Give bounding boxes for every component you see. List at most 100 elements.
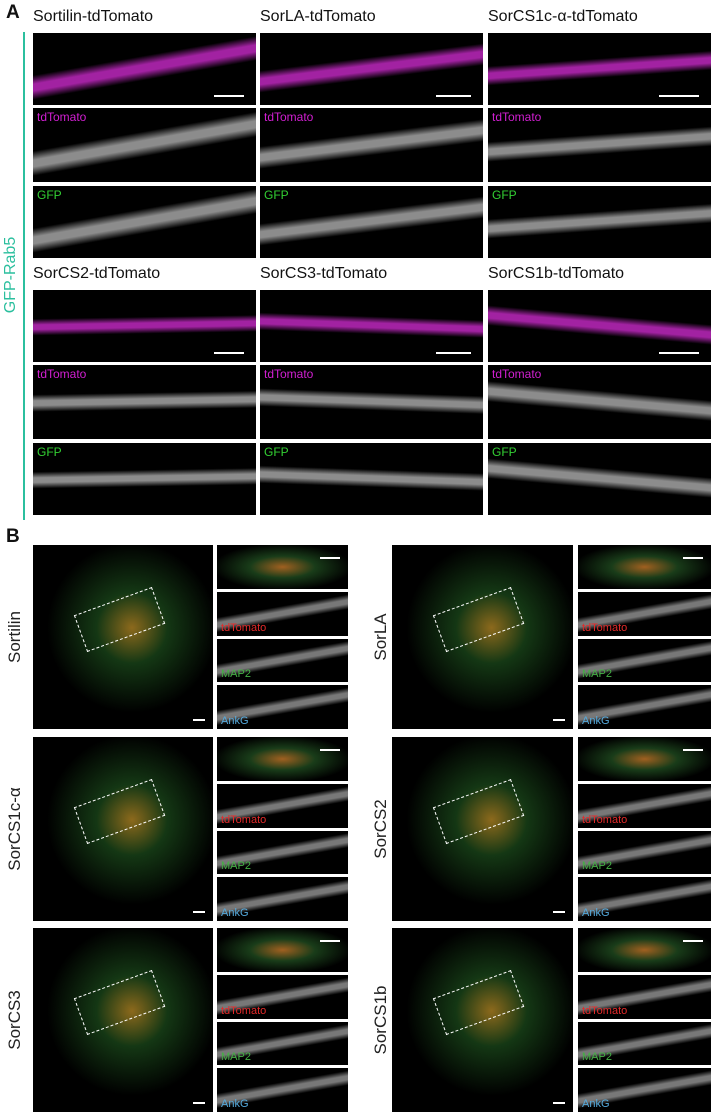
scale-bar <box>553 719 565 721</box>
channel-label: tdTomato <box>37 110 87 124</box>
scale-bar <box>683 557 703 559</box>
channel-label: GFP <box>37 188 62 202</box>
micrograph <box>578 737 711 781</box>
zoom-box <box>433 970 525 1036</box>
micrograph <box>217 545 348 589</box>
micrograph <box>392 928 573 1112</box>
micrograph: MAP2 <box>217 638 348 683</box>
scale-bar <box>214 95 244 97</box>
channel-label: AnkG <box>582 1098 610 1110</box>
micrograph: GFP <box>260 443 483 515</box>
channel-label: tdTomato <box>221 813 267 826</box>
micrograph: tdTomato <box>260 365 483 439</box>
channel-label: AnkG <box>582 907 610 919</box>
micrograph <box>392 545 573 729</box>
micrograph: tdTomato <box>217 591 348 636</box>
channel-label: MAP2 <box>221 1051 251 1064</box>
micrograph: tdTomato <box>578 783 711 828</box>
micrograph <box>392 737 573 921</box>
panel-title: SorLA-tdTomato <box>260 8 376 25</box>
panel-title: SorCS1c-α-tdTomato <box>488 8 638 25</box>
zoom-box <box>433 779 525 845</box>
scale-bar <box>193 1102 205 1104</box>
scale-bar <box>193 719 205 721</box>
channel-label: tdTomato <box>582 813 628 826</box>
micrograph <box>217 928 348 972</box>
micrograph: AnkG <box>578 685 711 729</box>
scale-bar <box>553 911 565 913</box>
micrograph: GFP <box>33 443 256 515</box>
zoom-box <box>73 970 166 1036</box>
micrograph <box>33 928 213 1112</box>
channel-label: AnkG <box>582 715 610 727</box>
panel-name: SorCS2 <box>371 799 390 859</box>
channel-label: AnkG <box>221 907 249 919</box>
channel-label: MAP2 <box>582 860 612 873</box>
channel-label: GFP <box>264 188 289 202</box>
micrograph <box>33 33 256 105</box>
scale-bar <box>436 95 471 97</box>
scale-bar <box>193 911 205 913</box>
micrograph <box>33 545 213 729</box>
panel-title: SorCS2-tdTomato <box>33 265 161 282</box>
scale-bar <box>320 940 340 942</box>
panel-name: SorLA <box>371 613 390 661</box>
channel-label: MAP2 <box>221 668 251 681</box>
panel-name: SorCS3 <box>5 990 24 1050</box>
channel-label: tdTomato <box>264 367 314 381</box>
panel-title: SorCS1b-tdTomato <box>488 265 625 282</box>
micrograph <box>488 33 711 105</box>
micrograph: MAP2 <box>578 638 711 683</box>
panel-name: SorCS1c-α <box>5 787 24 871</box>
micrograph: MAP2 <box>578 1021 711 1066</box>
channel-label: tdTomato <box>582 621 628 634</box>
scale-bar <box>320 557 340 559</box>
micrograph: GFP <box>33 186 256 258</box>
micrograph: tdTomato <box>578 591 711 636</box>
micrograph: AnkG <box>578 877 711 921</box>
micrograph <box>33 737 213 921</box>
micrograph <box>33 290 256 362</box>
channel-label: tdTomato <box>492 367 542 381</box>
scale-bar <box>214 352 244 354</box>
panel-name: Sortilin <box>5 611 24 663</box>
scale-bar <box>683 940 703 942</box>
channel-label: MAP2 <box>221 860 251 873</box>
panel-label: B <box>6 526 20 547</box>
channel-label: tdTomato <box>582 1004 628 1017</box>
zoom-box <box>73 779 166 845</box>
micrograph: tdTomato <box>217 974 348 1019</box>
micrograph: tdTomato <box>260 108 483 182</box>
channel-label: GFP <box>492 188 517 202</box>
side-label: GFP-Rab5 <box>2 236 19 314</box>
micrograph: MAP2 <box>217 1021 348 1066</box>
channel-label: tdTomato <box>221 621 267 634</box>
micrograph: AnkG <box>217 685 348 729</box>
scale-bar <box>553 1102 565 1104</box>
scale-bar <box>436 352 471 354</box>
micrograph: AnkG <box>578 1068 711 1112</box>
panel-name: SorCS1b <box>371 985 390 1055</box>
micrograph: AnkG <box>217 877 348 921</box>
panel-title: Sortilin-tdTomato <box>33 8 154 25</box>
panel-title: SorCS3-tdTomato <box>260 265 388 282</box>
channel-label: MAP2 <box>582 1051 612 1064</box>
channel-label: AnkG <box>221 1098 249 1110</box>
zoom-box <box>433 587 525 653</box>
micrograph: MAP2 <box>217 830 348 875</box>
scale-bar <box>683 749 703 751</box>
channel-label: GFP <box>264 445 289 459</box>
panel-label: A <box>6 2 20 23</box>
micrograph: tdTomato <box>488 108 711 182</box>
micrograph: tdTomato <box>33 108 256 182</box>
micrograph <box>260 290 483 362</box>
micrograph: GFP <box>488 443 711 515</box>
micrograph <box>488 290 711 362</box>
channel-label: AnkG <box>221 715 249 727</box>
micrograph: MAP2 <box>578 830 711 875</box>
micrograph <box>260 33 483 105</box>
channel-label: tdTomato <box>37 367 87 381</box>
zoom-box <box>73 587 166 653</box>
channel-label: GFP <box>37 445 62 459</box>
micrograph: AnkG <box>217 1068 348 1112</box>
